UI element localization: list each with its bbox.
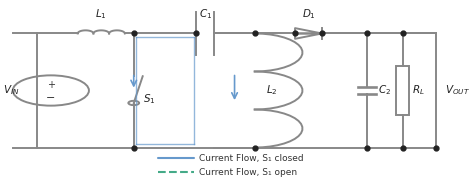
Text: $D_1$: $D_1$ [301, 7, 316, 21]
Text: $V_{OUT}$: $V_{OUT}$ [445, 84, 470, 97]
Text: $S_1$: $S_1$ [143, 92, 155, 106]
Text: $C_2$: $C_2$ [378, 84, 391, 97]
FancyBboxPatch shape [396, 66, 410, 115]
Text: $L_1$: $L_1$ [95, 7, 107, 21]
Text: Current Flow, S₁ closed: Current Flow, S₁ closed [199, 154, 303, 163]
Text: −: − [46, 93, 55, 103]
Text: $C_1$: $C_1$ [199, 7, 212, 21]
Text: $L_2$: $L_2$ [266, 84, 278, 97]
Text: $V_{IN}$: $V_{IN}$ [3, 84, 19, 97]
Text: +: + [47, 80, 55, 90]
Text: $R_L$: $R_L$ [411, 84, 424, 97]
Text: Current Flow, S₁ open: Current Flow, S₁ open [199, 168, 297, 177]
